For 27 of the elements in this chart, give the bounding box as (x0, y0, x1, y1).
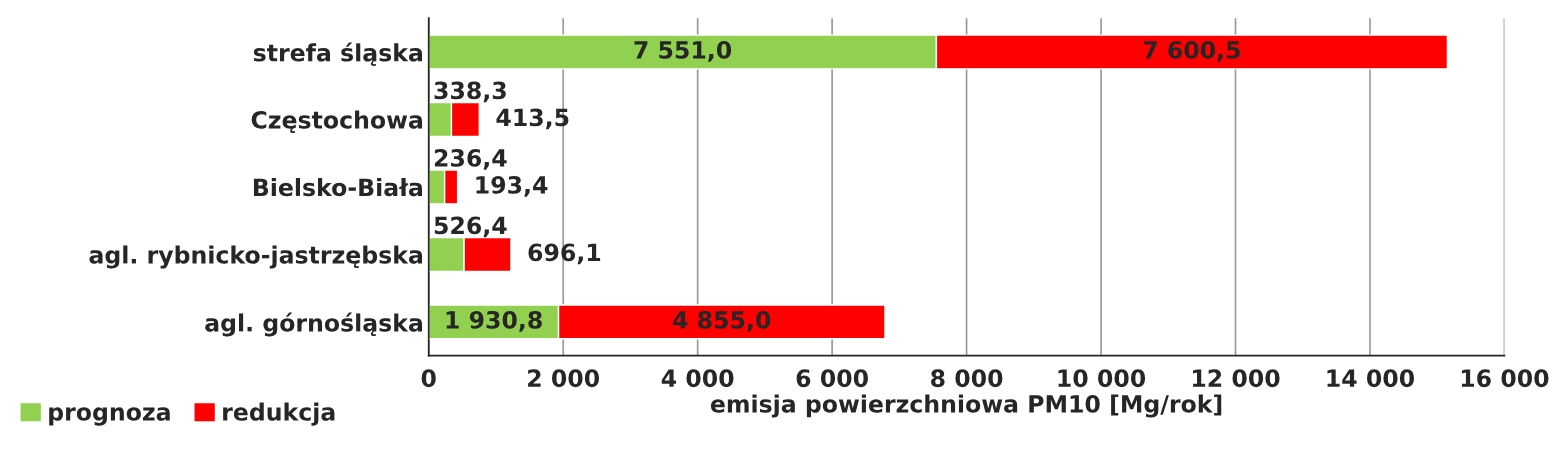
x-axis-title: emisja powierzchniowa PM10 [Mg/rok] (710, 394, 1222, 418)
data-label: 7 600,5 (1143, 40, 1240, 62)
data-label: 193,4 (476, 175, 548, 197)
data-label: 4 855,0 (673, 310, 771, 332)
x-tick-label: 14 000 (1327, 369, 1415, 388)
x-tick-label: 2 000 (528, 369, 600, 388)
y-tick-label: agl. górnośląska (205, 312, 423, 337)
y-tick-label: agl. rybnicko-jastrzębska (89, 245, 423, 269)
data-label: 338,3 (434, 81, 506, 103)
x-tick-label: 12 000 (1192, 369, 1280, 388)
x-tick-label: 0 (421, 369, 436, 388)
x-tick-label: 8 000 (931, 369, 1003, 388)
data-label: 526,4 (434, 216, 507, 238)
x-tick-label: 4 000 (661, 369, 734, 388)
y-tick-label: Bielsko-Biała (253, 177, 423, 197)
x-tick-label: 16 000 (1461, 369, 1549, 388)
data-label: 7 551,0 (634, 40, 732, 62)
x-tick-label: 10 000 (1058, 369, 1146, 388)
legend-label: redukcja (223, 402, 335, 426)
y-tick-label: Częstochowa (251, 110, 423, 134)
data-label: 1 930,8 (446, 310, 542, 332)
y-tick-label: strefa śląska (253, 42, 423, 66)
data-label: 696,1 (528, 243, 601, 265)
data-label: 413,5 (496, 108, 569, 130)
x-tick-label: 6 000 (796, 369, 868, 388)
legend-label: prognoza (49, 407, 170, 426)
data-label: 236,4 (434, 148, 507, 170)
